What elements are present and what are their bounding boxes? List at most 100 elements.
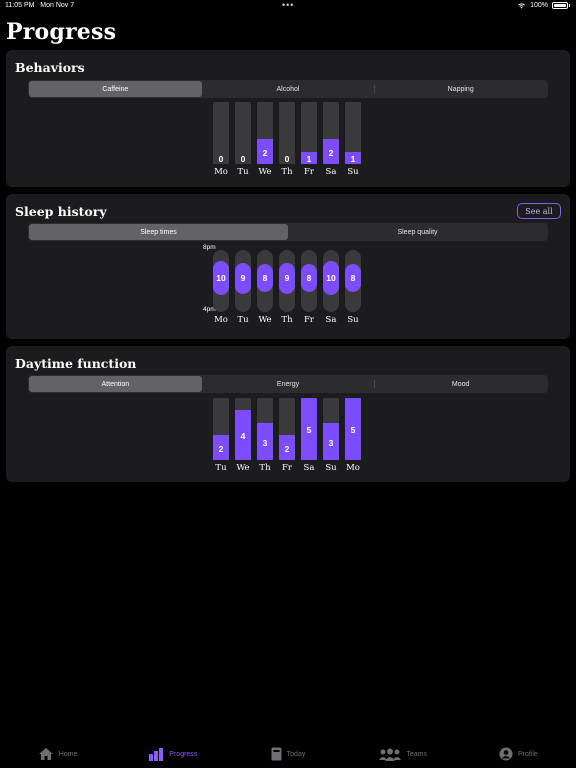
tab-label: Teams: [406, 750, 428, 758]
bar-value-label: 5: [306, 425, 312, 435]
day-label: Mo: [214, 167, 228, 177]
behaviors-card: Behaviors Caffeine Alcohol Napping 0 Mo 0 Tu 2…: [6, 50, 570, 187]
bar-value-label: 2: [262, 147, 268, 158]
bar-track: [301, 102, 317, 164]
bar: [235, 410, 251, 460]
segment-alcohol[interactable]: Alcohol: [276, 85, 300, 93]
day-label: Sa: [303, 463, 315, 473]
bar-track: [257, 102, 273, 164]
day-label: Su: [347, 167, 359, 177]
tab-label: Progress: [169, 750, 198, 758]
bar-value-label: 1: [350, 154, 356, 164]
bar-value-label: 1: [306, 154, 312, 164]
bar: [323, 139, 339, 164]
tab-bar: Home Progress Today Teams Profile: [0, 740, 576, 768]
bar-track: [279, 398, 295, 460]
person-circle-icon: [499, 747, 513, 761]
segment-sleep-times[interactable]: Sleep times: [29, 224, 288, 240]
tab-progress[interactable]: Progress: [115, 740, 230, 768]
bar-value-label: 2: [218, 443, 224, 454]
sleep-duration-pill: 8: [257, 264, 273, 292]
status-time: 11:05 PM Mon Nov 7: [5, 2, 75, 9]
bar-value-label: 2: [328, 147, 334, 158]
behaviors-title: Behaviors: [15, 60, 85, 75]
bar-track: [301, 398, 317, 460]
tab-teams[interactable]: Teams: [346, 740, 461, 768]
journal-icon: [271, 747, 282, 761]
bar-track: [345, 398, 361, 460]
bar: [323, 423, 339, 460]
day-label: Tu: [215, 463, 227, 473]
bar: [345, 152, 361, 164]
bar-track: [235, 398, 251, 460]
day-label: Su: [347, 315, 359, 325]
tab-label: Today: [286, 750, 306, 758]
segment-attention[interactable]: Attention: [29, 376, 202, 392]
bar-value-label: 2: [284, 443, 290, 454]
sleep-duration-pill: 10: [213, 261, 229, 295]
sleep-duration-pill: 10: [323, 261, 339, 295]
day-label: Th: [281, 167, 293, 177]
day-label: Su: [325, 463, 337, 473]
day-label: Fr: [304, 167, 314, 177]
day-label: Tu: [237, 315, 249, 325]
tab-home[interactable]: Home: [0, 740, 115, 768]
tab-label: Home: [58, 750, 78, 758]
day-label: Tu: [237, 167, 249, 177]
sleep-duration-pill: 8: [301, 264, 317, 292]
bar-track: [235, 102, 251, 164]
day-label: Fr: [304, 315, 314, 325]
day-label: Sa: [325, 167, 337, 177]
battery-icon: [552, 2, 568, 9]
daytime-segmented-control: Attention Energy Mood: [28, 375, 548, 393]
bar-value-label: 4: [240, 431, 246, 441]
bar: [301, 398, 317, 460]
bar-chart-icon: [148, 747, 164, 761]
wifi-icon: [518, 3, 525, 9]
see-all-button[interactable]: See all: [517, 203, 561, 219]
segment-mood[interactable]: Mood: [374, 376, 547, 392]
bar: [279, 435, 295, 460]
segment-caffeine[interactable]: Caffeine: [29, 81, 202, 97]
people-icon: [379, 748, 402, 761]
bar-track: [323, 398, 339, 460]
bar-value-label: 0: [218, 154, 224, 164]
day-label: Mo: [214, 315, 228, 325]
sleep-duration-pill: 8: [345, 264, 361, 292]
bar-value-label: 0: [240, 154, 246, 164]
day-label: We: [258, 315, 272, 325]
sleep-segmented-control: Sleep times Sleep quality: [28, 223, 548, 241]
sleep-duration-pill: 9: [279, 262, 295, 294]
bar: [257, 423, 273, 460]
battery-percent: 100%: [530, 2, 548, 9]
day-label: Sa: [325, 315, 337, 325]
tab-today[interactable]: Today: [230, 740, 345, 768]
bar-value-label: 5: [350, 425, 356, 435]
bar-track: [323, 102, 339, 164]
segment-sleep-quality[interactable]: Sleep quality: [397, 228, 438, 236]
daytime-function-title: Daytime function: [15, 356, 137, 371]
bar-track: [279, 102, 295, 164]
home-icon: [38, 747, 54, 761]
segment-napping[interactable]: Napping: [374, 81, 547, 97]
bar-value-label: 0: [284, 154, 290, 164]
tab-profile[interactable]: Profile: [461, 740, 576, 768]
multitasking-dots-icon[interactable]: •••: [282, 0, 295, 10]
sleep-duration-pill: 9: [235, 262, 251, 294]
segment-energy[interactable]: Energy: [276, 380, 300, 388]
day-label: Fr: [282, 463, 292, 473]
bar-track: [257, 398, 273, 460]
bar: [213, 435, 229, 460]
day-label: Mo: [346, 463, 360, 473]
bar-track: [345, 102, 361, 164]
axis-label-bottom: 4pm: [203, 306, 216, 313]
status-right: 100%: [517, 2, 570, 9]
day-label: We: [236, 463, 250, 473]
behaviors-segmented-control: Caffeine Alcohol Napping: [28, 80, 548, 98]
page-title: Progress: [6, 19, 117, 45]
bar-value-label: 3: [262, 437, 268, 448]
day-label: We: [258, 167, 272, 177]
daytime-function-card: Daytime function Attention Energy Mood 2 Tu…: [6, 346, 570, 482]
bar-track: [213, 102, 229, 164]
bar: [345, 398, 361, 460]
